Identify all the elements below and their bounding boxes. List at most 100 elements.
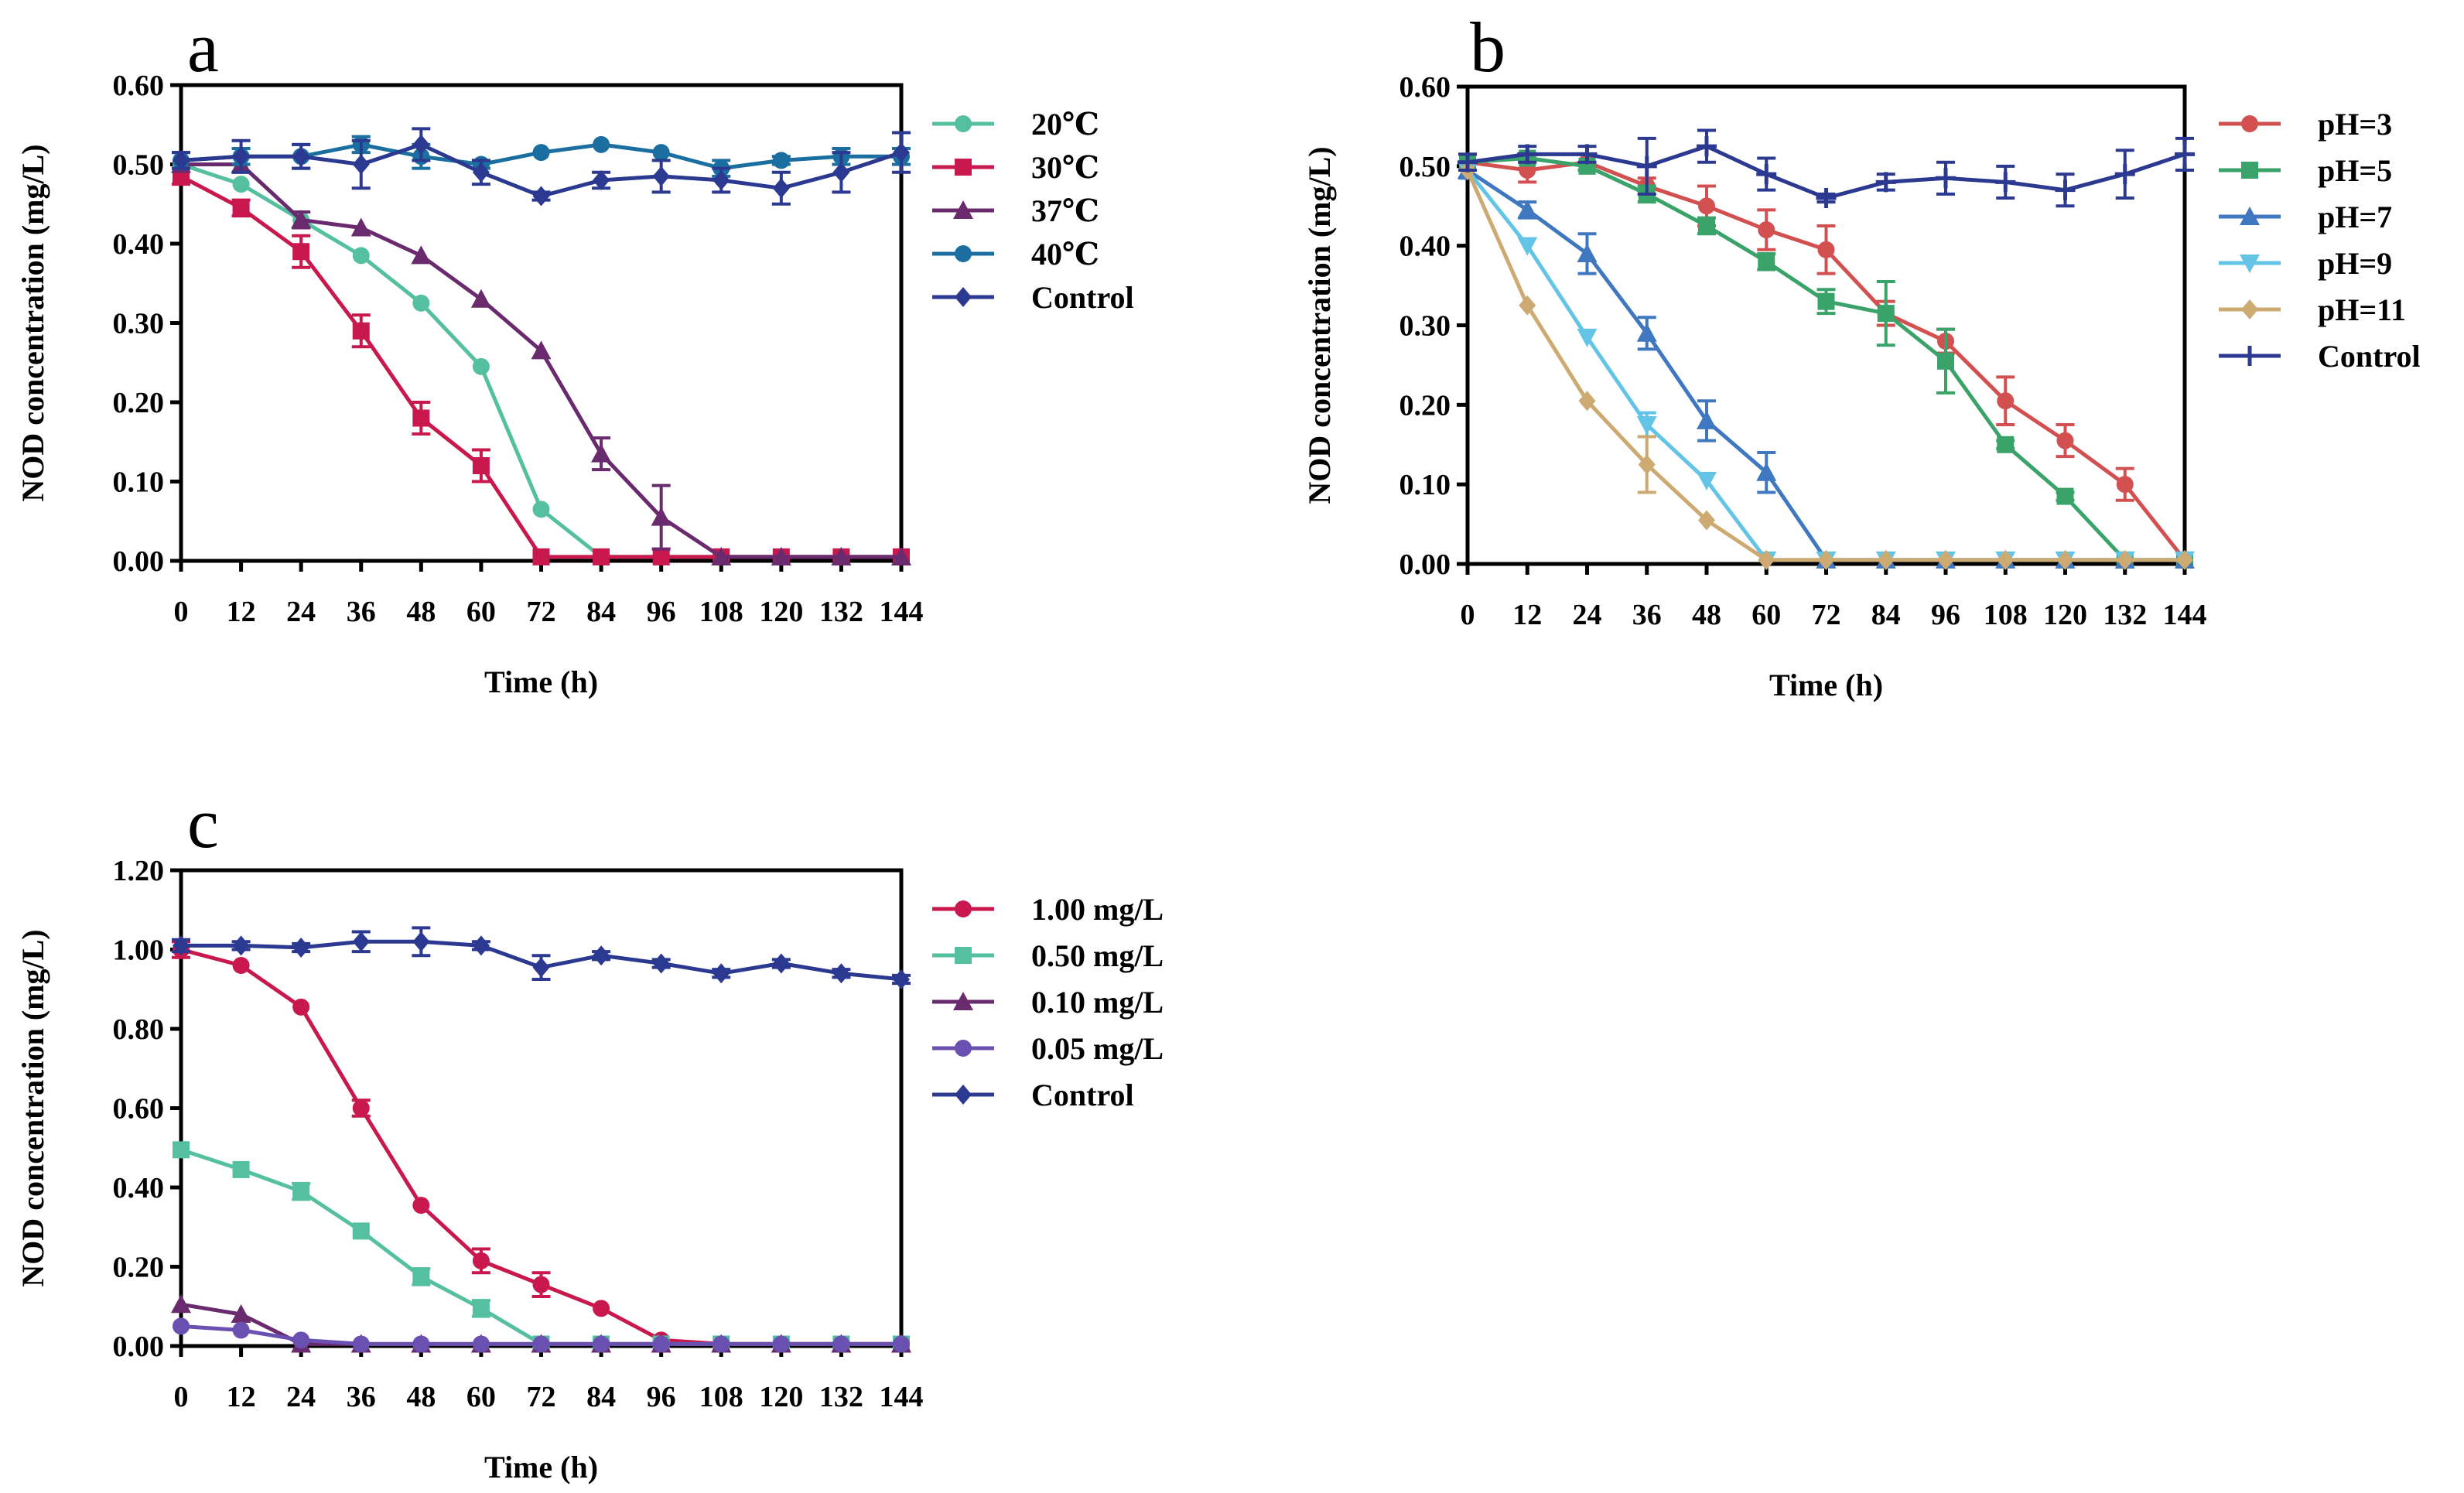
series-line-b-ph-5 [1467,156,2185,562]
data-point-c-0-05-mg-l [893,1335,910,1353]
legend-swatch-marker-b [2241,162,2258,179]
y-tick-label-a: 0.50 [113,149,165,182]
legend-swatch-marker-b [2240,255,2260,273]
data-point-a-20c [352,247,370,265]
data-point-c-0-05-mg-l [772,1335,790,1353]
data-point-b-ph-11 [2056,549,2074,570]
data-point-a-20c [232,176,250,193]
data-point-a-40c [532,144,550,162]
legend-swatch-marker-a [955,287,972,307]
legend-label-a: 20℃ [1031,107,1099,142]
x-tick-label-b: 72 [1812,599,1841,631]
data-point-b-ph-3 [1698,197,1715,215]
legend-item-c-1-00-mg-l: 1.00 mg/L [932,892,1164,927]
data-point-c-1-00-mg-l [593,1300,610,1317]
legend-item-c-0-05-mg-l: 0.05 mg/L [932,1031,1164,1066]
data-point-a-37c [470,289,491,308]
data-point-a-37c [891,546,911,565]
series-b-control [1458,128,2195,208]
x-tick-label-a: 36 [347,596,376,628]
legend-label-a: 37℃ [1031,193,1099,228]
data-point-c-1-00-mg-l [532,1276,550,1293]
x-axis-label-a: Time (h) [484,665,598,699]
series-line-b-ph-3 [1467,160,2186,562]
data-point-a-control [652,166,670,186]
x-tick-label-b: 12 [1512,599,1542,631]
data-point-c-control [472,935,490,956]
data-point-a-30c [532,548,550,565]
x-tick-label-b: 120 [2043,599,2087,631]
legend-label-c: 1.00 mg/L [1031,892,1164,927]
data-point-a-40c [593,135,610,153]
series-line-a-30c [179,174,901,559]
data-point-b-control [1995,172,2016,193]
data-point-b-ph-11 [2176,549,2193,570]
data-point-b-control [1577,144,1598,165]
x-tick-label-b: 48 [1692,599,1721,631]
data-point-a-control [173,150,190,171]
data-point-c-0-50-mg-l [173,1141,190,1159]
x-axis-label-c: Time (h) [484,1450,598,1484]
series-a-20c [173,155,910,565]
data-point-c-0-05-mg-l [532,1335,550,1353]
data-point-a-control [412,134,430,155]
data-point-a-control [292,146,310,167]
data-point-b-ph-5 [2056,487,2074,505]
data-point-b-ph-5 [1997,436,2015,453]
x-tick-label-b: 108 [1984,599,2028,631]
data-point-c-0-05-mg-l [352,1335,370,1353]
data-point-b-ph-11 [2116,549,2134,570]
legend-swatch-marker-c [955,947,972,964]
data-point-a-control [232,146,250,167]
data-point-b-control [1936,168,1956,189]
x-tick-label-a: 12 [227,596,256,628]
data-point-c-0-05-mg-l [713,1335,730,1353]
panel-letter-c: c [187,784,219,863]
data-point-b-ph-7 [1517,200,1538,219]
x-tick-label-c: 132 [819,1381,863,1413]
data-point-b-ph-3 [2116,476,2134,494]
data-point-b-ph-11 [1877,549,1895,570]
data-point-c-0-10-mg-l [171,1294,191,1314]
data-point-b-ph-3 [1997,392,2015,410]
legend-label-b: pH=11 [2318,292,2406,327]
data-point-a-control [832,162,850,183]
data-point-c-0-50-mg-l [232,1160,250,1178]
legend-label-a: 30℃ [1031,150,1099,185]
y-tick-label-c: 0.00 [113,1331,165,1363]
data-point-b-ph-9 [1517,237,1538,256]
data-point-c-0-50-mg-l [412,1268,430,1286]
y-axis-label-c: NOD concentration (mg/L) [15,929,50,1286]
data-point-a-40c [772,152,790,169]
data-point-a-control [893,142,910,163]
series-line-c-0-50-mg-l [180,1147,901,1346]
x-tick-label-c: 60 [466,1381,496,1413]
y-tick-label-a: 0.30 [113,308,165,340]
data-point-b-ph-3 [1758,221,1775,239]
x-tick-label-b: 24 [1573,599,1602,631]
x-tick-label-a: 60 [466,596,496,628]
series-b-ph-9 [1458,161,2195,570]
y-axis-label-a: NOD concentration (mg/L) [15,144,50,501]
data-point-a-37c [771,546,791,565]
data-point-b-ph-5 [1698,217,1715,234]
x-tick-label-c: 96 [647,1381,676,1413]
data-point-c-0-05-mg-l [292,1331,310,1349]
data-point-c-1-00-mg-l [232,957,250,974]
y-tick-label-b: 0.10 [1399,469,1451,501]
data-point-a-30c [593,548,610,565]
data-point-a-37c [711,546,732,565]
legend-label-c: 0.50 mg/L [1031,938,1164,973]
legend-swatch-marker-c [955,1040,972,1057]
y-tick-label-a: 0.20 [113,387,165,419]
data-point-b-ph-11 [1578,391,1596,412]
data-point-a-control [352,154,370,175]
data-point-b-ph-5 [1877,305,1895,323]
legend-label-c: 0.10 mg/L [1031,985,1164,1020]
data-point-a-37c [651,507,672,526]
x-tick-label-a: 108 [699,596,743,628]
y-tick-label-b: 0.20 [1399,389,1451,422]
data-point-a-40c [652,144,670,162]
data-point-b-ph-11 [1937,549,1954,570]
